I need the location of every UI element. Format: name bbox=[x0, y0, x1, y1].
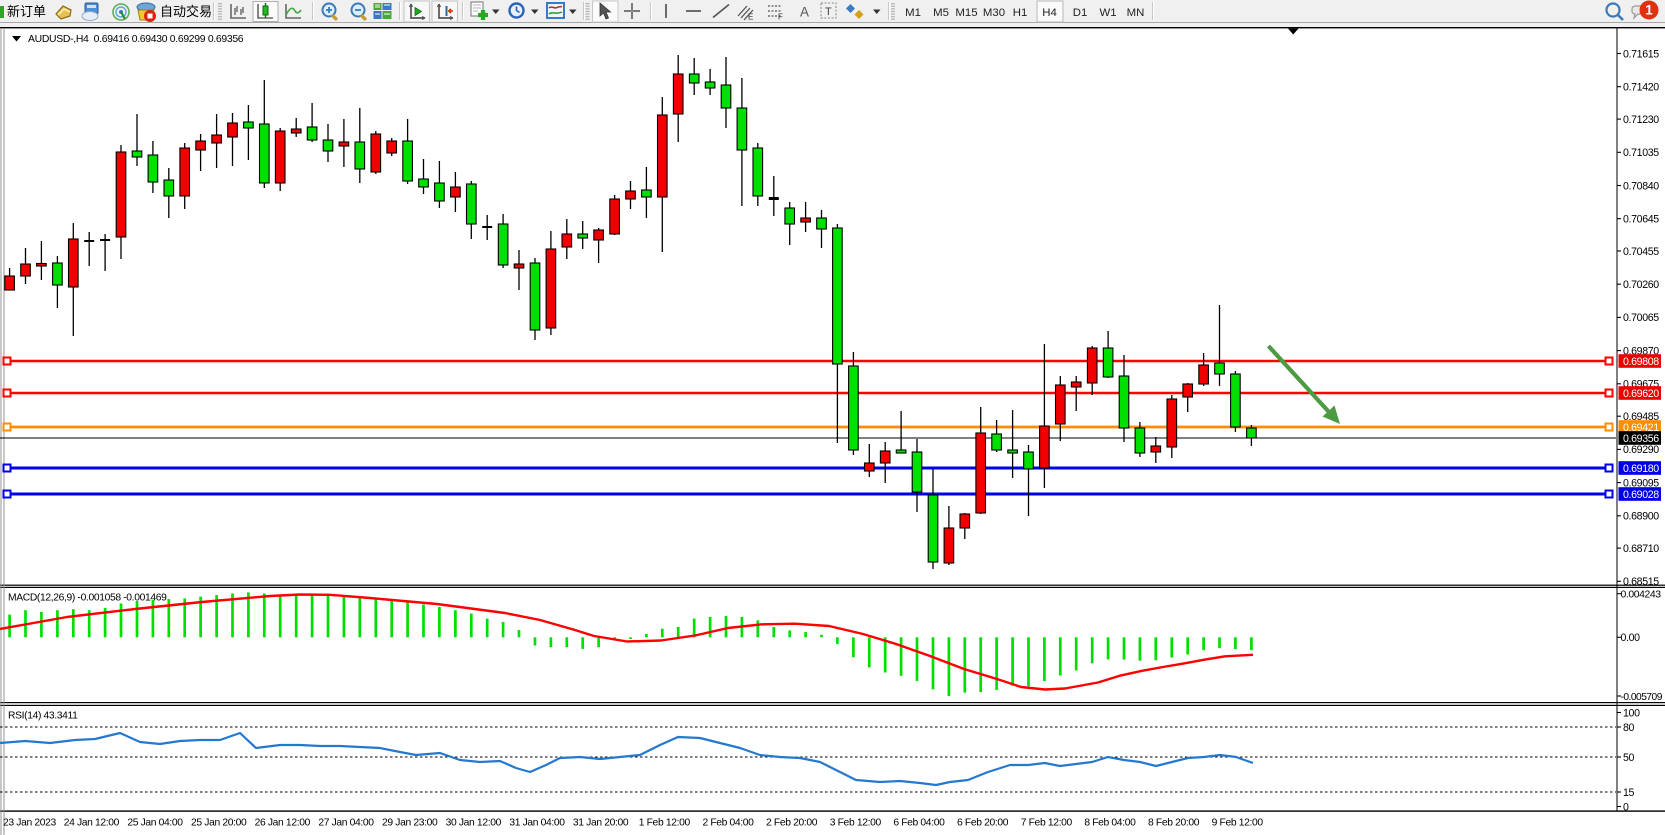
svg-text:-0.005709: -0.005709 bbox=[1621, 692, 1663, 703]
svg-text:31 Jan 20:00: 31 Jan 20:00 bbox=[573, 818, 629, 829]
svg-text:0.70065: 0.70065 bbox=[1623, 312, 1659, 324]
svg-text:M15: M15 bbox=[955, 7, 977, 19]
svg-text:15: 15 bbox=[1623, 787, 1635, 799]
svg-text:80: 80 bbox=[1623, 722, 1635, 734]
svg-text:H1: H1 bbox=[1013, 7, 1028, 19]
svg-text:0.69290: 0.69290 bbox=[1623, 444, 1659, 456]
svg-text:8 Feb 04:00: 8 Feb 04:00 bbox=[1084, 818, 1136, 829]
svg-text:0.71615: 0.71615 bbox=[1623, 48, 1659, 60]
svg-text:2 Feb 20:00: 2 Feb 20:00 bbox=[766, 818, 818, 829]
svg-text:0.69485: 0.69485 bbox=[1623, 411, 1659, 423]
svg-text:0.69620: 0.69620 bbox=[1623, 388, 1659, 400]
svg-text:0: 0 bbox=[1623, 801, 1629, 813]
svg-text:0.69356: 0.69356 bbox=[1623, 433, 1659, 445]
svg-text:30 Jan 12:00: 30 Jan 12:00 bbox=[446, 818, 502, 829]
svg-text:2 Feb 04:00: 2 Feb 04:00 bbox=[702, 818, 754, 829]
svg-text:31 Jan 04:00: 31 Jan 04:00 bbox=[509, 818, 565, 829]
svg-text:26 Jan 12:00: 26 Jan 12:00 bbox=[255, 818, 311, 829]
svg-text:23 Jan 2023: 23 Jan 2023 bbox=[3, 818, 56, 829]
svg-text:0.69028: 0.69028 bbox=[1623, 489, 1659, 501]
svg-text:0.69180: 0.69180 bbox=[1623, 463, 1659, 475]
svg-text:8 Feb 20:00: 8 Feb 20:00 bbox=[1148, 818, 1200, 829]
svg-text:0.69095: 0.69095 bbox=[1623, 477, 1659, 489]
svg-text:0.70260: 0.70260 bbox=[1623, 279, 1659, 291]
svg-text:25 Jan 04:00: 25 Jan 04:00 bbox=[127, 818, 183, 829]
svg-text:自动交易: 自动交易 bbox=[160, 4, 212, 19]
svg-text:M1: M1 bbox=[905, 7, 921, 19]
svg-text:0.70645: 0.70645 bbox=[1623, 214, 1659, 226]
svg-text:W1: W1 bbox=[1099, 7, 1116, 19]
svg-text:0.68710: 0.68710 bbox=[1623, 543, 1659, 555]
svg-text:3 Feb 12:00: 3 Feb 12:00 bbox=[830, 818, 882, 829]
svg-text:MN: MN bbox=[1127, 7, 1145, 19]
svg-text:9 Feb 12:00: 9 Feb 12:00 bbox=[1212, 818, 1264, 829]
svg-text:0.00: 0.00 bbox=[1621, 632, 1641, 644]
svg-text:T: T bbox=[825, 6, 832, 18]
svg-text:H4: H4 bbox=[1042, 7, 1057, 19]
svg-text:50: 50 bbox=[1623, 752, 1635, 764]
svg-text:100: 100 bbox=[1623, 707, 1640, 719]
svg-text:6 Feb 20:00: 6 Feb 20:00 bbox=[957, 818, 1009, 829]
svg-text:RSI(14) 43.3411: RSI(14) 43.3411 bbox=[8, 711, 78, 722]
svg-text:E: E bbox=[748, 13, 753, 22]
svg-text:0.70455: 0.70455 bbox=[1623, 246, 1659, 258]
svg-text:M30: M30 bbox=[983, 7, 1005, 19]
svg-text:F: F bbox=[778, 13, 783, 22]
svg-text:0.69421: 0.69421 bbox=[1623, 422, 1659, 434]
svg-text:29 Jan 23:00: 29 Jan 23:00 bbox=[382, 818, 438, 829]
svg-text:A: A bbox=[800, 5, 809, 20]
svg-text:27 Jan 04:00: 27 Jan 04:00 bbox=[318, 818, 374, 829]
svg-text:0.71230: 0.71230 bbox=[1623, 114, 1659, 126]
svg-text:D1: D1 bbox=[1073, 7, 1088, 19]
svg-text:0.70840: 0.70840 bbox=[1623, 180, 1659, 192]
svg-text:0.71420: 0.71420 bbox=[1623, 82, 1659, 94]
svg-text:AUDUSD-,H4 0.69416 0.69430 0.: AUDUSD-,H4 0.69416 0.69430 0.69299 0.693… bbox=[28, 34, 244, 45]
svg-text:新订单: 新订单 bbox=[7, 4, 46, 19]
svg-text:0.71035: 0.71035 bbox=[1623, 147, 1659, 159]
svg-text:M5: M5 bbox=[933, 7, 949, 19]
svg-text:1 Feb 12:00: 1 Feb 12:00 bbox=[639, 818, 691, 829]
svg-text:0.68900: 0.68900 bbox=[1623, 511, 1659, 523]
svg-text:7 Feb 12:00: 7 Feb 12:00 bbox=[1021, 818, 1073, 829]
svg-text:24 Jan 12:00: 24 Jan 12:00 bbox=[64, 818, 120, 829]
svg-text:1: 1 bbox=[1645, 3, 1653, 18]
svg-text:6 Feb 04:00: 6 Feb 04:00 bbox=[893, 818, 945, 829]
svg-text:0.68515: 0.68515 bbox=[1623, 576, 1659, 588]
svg-text:0.004243: 0.004243 bbox=[1621, 590, 1662, 601]
svg-text:25 Jan 20:00: 25 Jan 20:00 bbox=[191, 818, 247, 829]
svg-text:0.69808: 0.69808 bbox=[1623, 356, 1659, 368]
svg-text:MACD(12,26,9) -0.001058 -0.001: MACD(12,26,9) -0.001058 -0.001469 bbox=[8, 593, 167, 604]
